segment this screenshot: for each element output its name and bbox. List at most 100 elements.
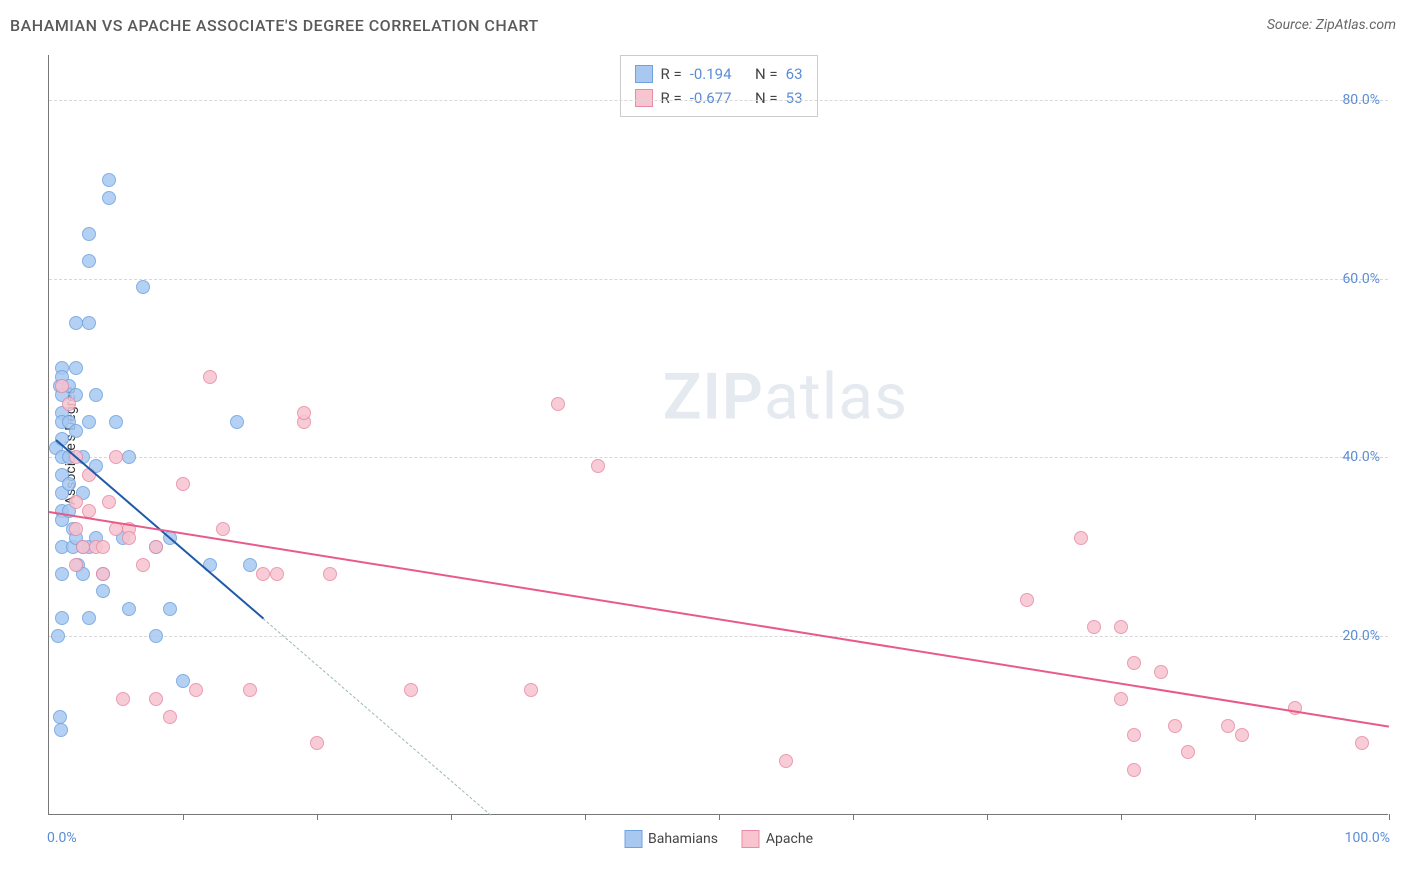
scatter-point [1114,692,1128,706]
x-tick [987,814,988,820]
scatter-point [163,602,177,616]
scatter-point [122,602,136,616]
bottom-legend: Bahamians Apache [624,830,813,848]
scatter-point [243,558,257,572]
scatter-point [189,683,203,697]
scatter-point [96,540,110,554]
scatter-point [109,450,123,464]
r-value-bahamians: -0.194 [690,62,732,86]
scatter-point [591,459,605,473]
scatter-point [551,397,565,411]
stats-row-bahamians: R = -0.194 N = 63 [634,62,802,86]
scatter-point [82,415,96,429]
scatter-point [216,522,230,536]
legend-item-bahamians: Bahamians [624,830,718,848]
scatter-point [82,316,96,330]
scatter-point [82,227,96,241]
scatter-point [62,397,76,411]
scatter-point [136,558,150,572]
legend-swatch-apache [742,830,760,848]
scatter-point [1127,656,1141,670]
scatter-point [122,531,136,545]
scatter-point [310,736,324,750]
scatter-point [69,522,83,536]
scatter-point [96,567,110,581]
scatter-point [1221,719,1235,733]
scatter-point [149,540,163,554]
scatter-point [116,692,130,706]
scatter-point [82,611,96,625]
legend-label-bahamians: Bahamians [648,831,718,847]
n-value-apache: 53 [786,86,803,110]
watermark: ZIPatlas [663,359,908,434]
x-tick [1121,814,1122,820]
scatter-point [1127,763,1141,777]
chart-container: BAHAMIAN VS APACHE ASSOCIATE'S DEGREE CO… [0,0,1406,892]
scatter-point [82,254,96,268]
scatter-point [524,683,538,697]
x-min-label: 0.0% [47,830,77,846]
r-value-apache: -0.677 [690,86,732,110]
gridline-h [49,100,1388,101]
scatter-point [55,379,69,393]
gridline-h [49,279,1388,280]
scatter-point [69,495,83,509]
header-bar: BAHAMIAN VS APACHE ASSOCIATE'S DEGREE CO… [0,0,1406,50]
scatter-point [55,567,69,581]
x-tick [719,814,720,820]
scatter-point [243,683,257,697]
scatter-point [1235,728,1249,742]
scatter-point [51,629,65,643]
legend-swatch-bahamians [624,830,642,848]
r-label: R = [660,86,681,110]
scatter-point [323,567,337,581]
y-tick-label: 60.0% [1342,271,1380,287]
scatter-point [163,710,177,724]
swatch-apache [634,89,652,107]
x-tick [585,814,586,820]
r-label: R = [660,62,681,86]
scatter-point [53,710,67,724]
scatter-point [1114,620,1128,634]
scatter-point [149,692,163,706]
x-tick [1255,814,1256,820]
scatter-point [69,316,83,330]
plot-area: ZIPatlas R = -0.194 N = 63 R = -0.677 N … [48,55,1388,815]
n-value-bahamians: 63 [786,62,803,86]
x-tick [1389,814,1390,820]
x-tick [317,814,318,820]
watermark-zip: ZIP [663,359,764,434]
scatter-point [55,611,69,625]
scatter-point [270,567,284,581]
scatter-point [779,754,793,768]
scatter-point [1087,620,1101,634]
scatter-point [1154,665,1168,679]
stats-legend-box: R = -0.194 N = 63 R = -0.677 N = 53 [619,55,817,117]
x-tick [183,814,184,820]
gridline-h [49,457,1388,458]
scatter-point [76,540,90,554]
scatter-point [109,415,123,429]
scatter-point [102,173,116,187]
scatter-point [96,584,110,598]
scatter-point [62,477,76,491]
scatter-point [54,723,68,737]
scatter-point [69,361,83,375]
scatter-point [1127,728,1141,742]
source-label: Source: ZipAtlas.com [1267,17,1396,33]
y-tick-label: 40.0% [1342,449,1380,465]
trend-extension [263,618,491,815]
y-tick-label: 80.0% [1342,92,1380,108]
scatter-point [136,280,150,294]
swatch-bahamians [634,65,652,83]
x-tick [451,814,452,820]
scatter-point [122,450,136,464]
gridline-h [49,636,1388,637]
scatter-point [256,567,270,581]
scatter-point [1074,531,1088,545]
scatter-point [176,674,190,688]
scatter-point [1355,736,1369,750]
scatter-point [230,415,244,429]
x-tick [853,814,854,820]
watermark-rest: atlas [764,359,908,434]
